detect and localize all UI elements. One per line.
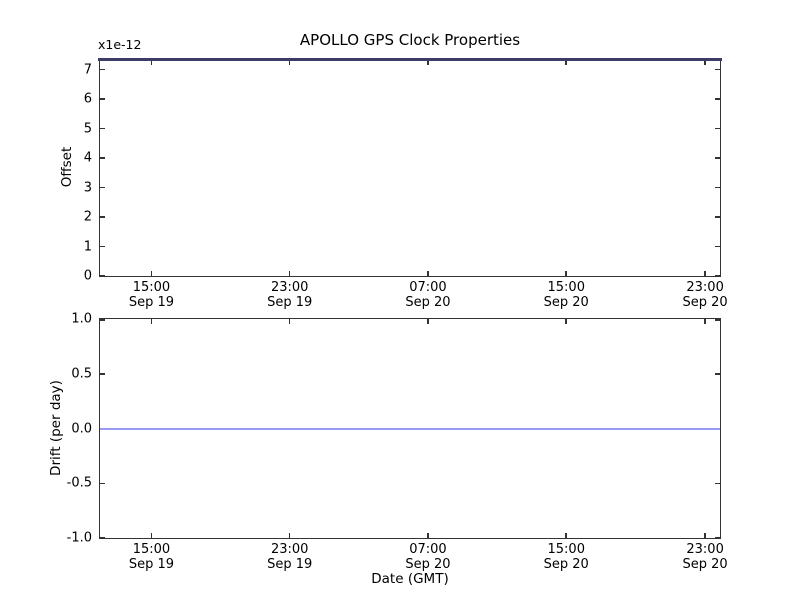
x-tick-mark	[150, 60, 153, 65]
y-tick-label: -0.5	[66, 475, 92, 491]
x-tick-mark	[427, 319, 429, 324]
x-tick-mark	[427, 533, 429, 538]
x-tick-mark	[565, 533, 567, 538]
y-tick-mark	[100, 373, 105, 375]
x-tick-label: 15:00 Sep 19	[128, 542, 175, 572]
x-tick-label: 23:00 Sep 19	[267, 280, 313, 310]
x-tick-label: 07:00 Sep 20	[405, 280, 451, 310]
x-tick-label: 23:00 Sep 20	[682, 280, 728, 310]
x-tick-label: 15:00 Sep 20	[543, 280, 589, 310]
y-tick-label: 4	[83, 150, 92, 166]
y-tick-mark	[715, 274, 720, 276]
y-tick-mark	[715, 68, 720, 71]
y-tick-label: 6	[83, 91, 92, 107]
y-axis-label-offset: Offset	[59, 146, 75, 188]
x-tick-mark	[288, 60, 291, 65]
y-tick-mark	[100, 98, 105, 100]
y-tick-label: -1.0	[66, 530, 92, 546]
x-tick-mark	[288, 271, 291, 276]
y-tick-mark	[715, 482, 720, 484]
y-tick-label: 1	[83, 239, 92, 255]
x-tick-label: 15:00 Sep 19	[128, 280, 175, 310]
x-axis-label: Date (GMT)	[371, 571, 449, 587]
x-tick-label: 23:00 Sep 19	[267, 542, 313, 572]
y-tick-mark	[715, 127, 720, 130]
y-axis-label-drift: Drift (per day)	[48, 380, 64, 476]
x-tick-mark	[565, 60, 567, 65]
y-tick-mark	[715, 157, 720, 159]
x-tick-label: 23:00 Sep 20	[682, 542, 728, 572]
drift-plot-axes: 15:00 Sep 19 23:00 Sep 19 07:00 Sep 20 15:0…	[67, 312, 728, 573]
y-tick-mark	[100, 216, 105, 218]
y-tick-label: 7	[83, 62, 92, 78]
y-tick-mark	[715, 98, 720, 100]
y-tick-mark	[715, 536, 720, 538]
y-scale-offset-label: x1e-12	[98, 37, 142, 52]
x-tick-mark	[150, 533, 153, 538]
y-tick-mark	[715, 216, 720, 218]
y-tick-mark	[100, 127, 105, 130]
y-tick-label: 2	[83, 209, 92, 225]
y-tick-mark	[100, 245, 105, 248]
y-tick-mark	[100, 186, 105, 189]
x-tick-mark	[427, 60, 429, 65]
y-tick-mark	[100, 319, 105, 321]
x-tick-mark	[704, 533, 706, 538]
x-tick-mark	[288, 319, 291, 324]
plot-title: APOLLO GPS Clock Properties	[299, 31, 521, 49]
y-tick-mark	[100, 274, 105, 276]
y-tick-label: 5	[83, 121, 92, 137]
y-tick-label: 3	[83, 180, 92, 196]
y-tick-mark	[100, 482, 105, 484]
x-tick-mark	[427, 271, 429, 276]
offset-plot-axes: 15:00 Sep 19 23:00 Sep 19 07:00 Sep 20 15:0…	[84, 58, 728, 310]
y-tick-mark	[100, 536, 105, 538]
gps-clock-drift-line	[100, 427, 720, 430]
y-tick-mark	[715, 319, 720, 321]
x-tick-mark	[704, 271, 706, 276]
y-tick-mark	[715, 373, 720, 375]
x-tick-mark	[704, 60, 706, 65]
x-tick-mark	[565, 271, 567, 276]
x-tick-mark	[288, 533, 291, 538]
x-tick-label: 07:00 Sep 20	[405, 542, 451, 572]
y-tick-label: 0.5	[71, 366, 92, 382]
y-tick-mark	[715, 186, 720, 189]
x-tick-label: 15:00 Sep 20	[543, 542, 589, 572]
x-tick-mark	[704, 319, 706, 324]
x-tick-mark	[565, 319, 567, 324]
x-tick-mark	[150, 319, 153, 324]
gps-clock-offset-line	[98, 58, 722, 61]
x-tick-mark	[150, 271, 153, 276]
y-tick-mark	[100, 157, 105, 159]
y-tick-mark	[100, 68, 105, 71]
y-tick-label: 0	[83, 268, 92, 284]
y-tick-mark	[715, 245, 720, 248]
y-tick-label: 1.0	[71, 311, 92, 327]
y-tick-label: 0.0	[71, 421, 92, 436]
